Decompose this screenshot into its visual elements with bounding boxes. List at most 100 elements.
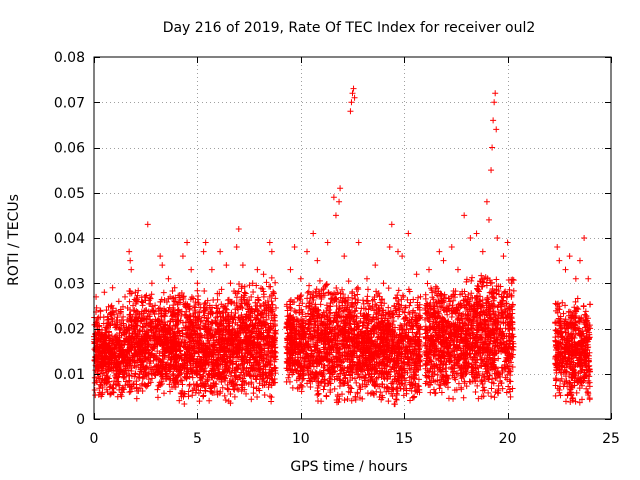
data-point [100,320,107,327]
data-point [231,393,238,400]
data-point [169,325,176,332]
data-point [127,306,134,313]
data-point [415,376,422,383]
data-point [410,394,417,401]
data-point [126,361,133,368]
data-point [127,388,134,395]
data-point [146,294,153,301]
data-point [385,285,392,292]
data-point [128,324,135,331]
data-point [114,314,121,321]
data-point [127,354,134,361]
data-point [272,279,279,286]
data-point [107,303,114,310]
data-point [169,287,176,294]
data-point [201,307,208,314]
data-point [222,397,229,404]
data-point [407,299,414,306]
data-point [98,341,105,348]
data-point [168,313,175,320]
data-point [364,286,371,293]
data-point [141,328,148,335]
data-point [268,274,275,281]
data-point [140,324,147,331]
data-point [153,325,160,332]
data-point [142,333,149,340]
data-point [162,364,169,371]
data-point [149,375,156,382]
data-point [103,369,110,376]
data-point [97,314,104,321]
data-point [131,296,138,303]
data-point [161,297,168,304]
data-point [112,324,119,331]
data-point [148,320,155,327]
data-point [384,375,391,382]
data-point [96,349,103,356]
data-point [110,389,117,396]
data-point [159,380,166,387]
data-point [152,302,159,309]
data-point [157,307,164,314]
data-point [153,339,160,346]
data-point [126,349,133,356]
data-point [151,334,158,341]
data-point [331,385,338,392]
data-point [147,358,154,365]
data-point [151,311,158,318]
data-point [104,347,111,354]
data-point [254,393,261,400]
data-point [136,342,143,349]
data-point [132,329,139,336]
data-point [248,396,255,403]
data-point [314,387,321,394]
data-point [128,339,135,346]
data-point [158,307,165,314]
scatter-markers [91,85,594,408]
data-point [307,383,314,390]
data-point [119,303,126,310]
data-point [260,293,267,300]
data-point [143,316,150,323]
data-point [145,350,152,357]
data-point [150,307,157,314]
data-point [94,353,101,360]
data-point [181,400,188,407]
data-point [140,364,147,371]
data-point [99,389,106,396]
data-point [158,371,165,378]
data-point [113,364,120,371]
data-point [154,386,161,393]
data-point [353,379,360,386]
data-point [132,326,139,333]
data-point [206,397,213,404]
data-point [101,342,108,349]
data-point [154,394,161,401]
data-point [126,377,133,384]
data-point [102,329,109,336]
data-point [100,360,107,367]
data-point [166,381,173,388]
data-point [111,334,118,341]
data-point [92,392,99,399]
data-point [104,316,111,323]
data-point [143,363,150,370]
data-point [119,384,126,391]
data-point [137,385,144,392]
data-point [114,339,121,346]
data-point [113,317,120,324]
data-point [120,322,127,329]
data-point [147,295,154,302]
data-point [163,338,170,345]
data-point [149,366,156,373]
data-point [112,333,119,340]
data-point [194,287,201,294]
data-point [107,391,114,398]
data-point [93,379,100,386]
data-point [354,284,361,291]
data-point [137,361,144,368]
data-point [100,345,107,352]
data-point [92,339,99,346]
data-point [121,366,128,373]
